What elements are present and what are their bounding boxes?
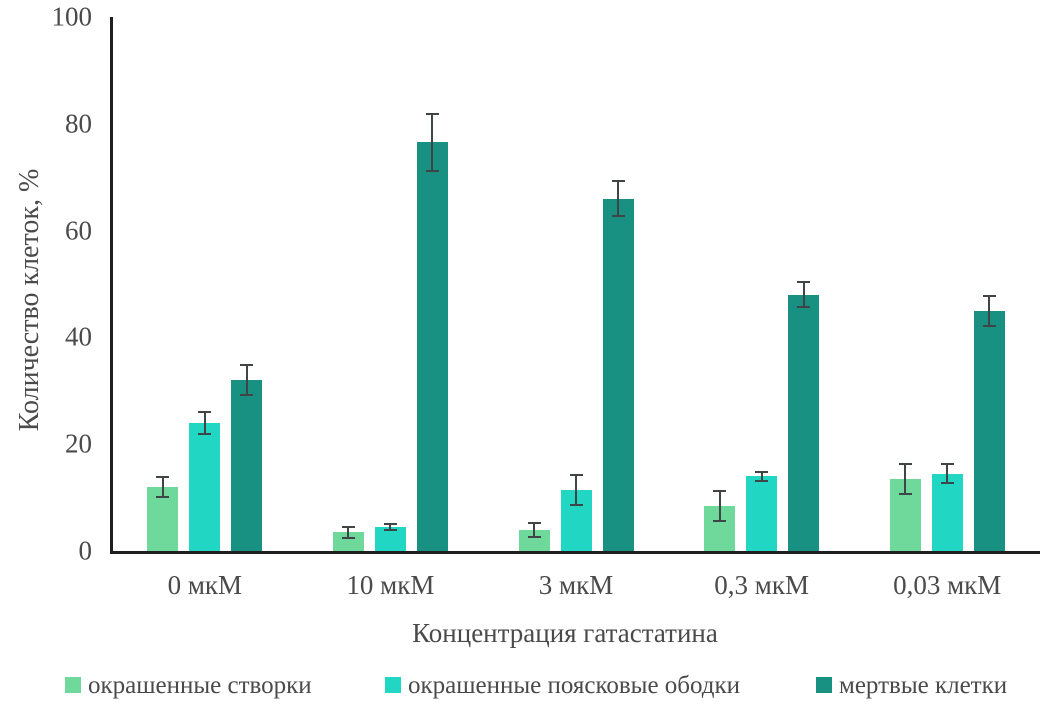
x-axis-line — [110, 551, 1040, 554]
error-bar-cap — [425, 113, 439, 116]
error-bar-cap — [982, 294, 996, 297]
bar — [602, 198, 634, 551]
bar — [746, 476, 778, 551]
error-bar — [718, 489, 721, 522]
bar — [931, 473, 963, 551]
error-bar-cap — [755, 479, 769, 482]
y-tick-label: 60 — [65, 215, 92, 246]
y-tick-label: 40 — [65, 321, 92, 352]
error-bar — [617, 179, 619, 218]
error-bar — [988, 294, 991, 327]
bar — [189, 422, 221, 551]
error-bar — [802, 281, 805, 309]
error-bar — [904, 462, 907, 495]
bar — [788, 294, 820, 551]
y-axis-line — [110, 17, 113, 554]
bar — [374, 526, 406, 551]
legend-label: мертвые клетки — [839, 671, 1008, 699]
x-category-label: 3 мкМ — [538, 570, 614, 600]
error-bar-cap — [383, 528, 397, 531]
error-bar — [161, 476, 164, 498]
error-bar-cap — [341, 536, 355, 539]
y-tick-label: 80 — [65, 108, 92, 139]
bar — [973, 310, 1005, 551]
error-bar-cap — [898, 492, 912, 495]
legend-item: окрашенные поясковые ободки — [385, 671, 740, 699]
error-bar — [347, 525, 350, 539]
error-bar-cap — [611, 179, 625, 182]
x-category-label: 0,03 мкМ — [893, 570, 1002, 600]
error-bar-cap — [156, 476, 170, 479]
error-bar-cap — [425, 169, 439, 172]
x-axis-title: Концентрация гатастатина — [412, 618, 718, 648]
legend-swatch-icon — [816, 677, 832, 693]
y-axis-title: Количество клеток, % — [14, 168, 45, 432]
x-category-label: 10 мкМ — [346, 570, 435, 600]
y-tick-label: 20 — [65, 428, 92, 459]
error-bar-cap — [569, 503, 583, 506]
bar — [416, 142, 448, 551]
bar — [332, 532, 364, 551]
error-bar-cap — [713, 519, 727, 522]
legend-swatch-icon — [65, 677, 81, 693]
error-bar-cap — [755, 470, 769, 473]
error-bar-cap — [569, 473, 583, 476]
error-bar-cap — [982, 324, 996, 327]
error-bar — [533, 521, 535, 538]
error-bar-cap — [611, 215, 625, 218]
error-bar-cap — [527, 535, 541, 538]
legend-label: окрашенные поясковые ободки — [408, 671, 741, 699]
error-bar — [946, 462, 949, 485]
error-bar — [389, 523, 392, 531]
error-bar-cap — [156, 495, 170, 498]
y-tick-label: 0 — [78, 535, 93, 566]
y-tick-label: 100 — [51, 1, 93, 32]
error-bar — [245, 364, 248, 397]
error-bar — [431, 113, 434, 172]
error-bar-cap — [797, 306, 811, 309]
legend-item: окрашенные створки — [65, 671, 312, 699]
error-bar-cap — [198, 432, 212, 435]
bar — [231, 380, 263, 551]
x-category-label: 0 мкМ — [167, 570, 243, 600]
error-bar-cap — [240, 394, 254, 397]
legend-item: мертвые клетки — [816, 671, 1007, 699]
bar — [518, 529, 550, 551]
error-bar-cap — [240, 364, 254, 367]
error-bar-cap — [341, 525, 355, 528]
x-category-label: 0,3 мкМ — [714, 570, 809, 600]
error-bar-cap — [713, 489, 727, 492]
legend-label: окрашенные створки — [88, 671, 312, 699]
error-bar — [203, 411, 206, 435]
error-bar-cap — [383, 523, 397, 526]
error-bar-cap — [940, 482, 954, 485]
legend-swatch-icon — [385, 677, 401, 693]
error-bar-cap — [198, 411, 212, 414]
error-bar-cap — [797, 281, 811, 284]
error-bar-cap — [527, 521, 541, 524]
error-bar-cap — [898, 462, 912, 465]
error-bar-cap — [940, 462, 954, 465]
error-bar — [575, 473, 577, 506]
error-bar — [760, 470, 763, 482]
